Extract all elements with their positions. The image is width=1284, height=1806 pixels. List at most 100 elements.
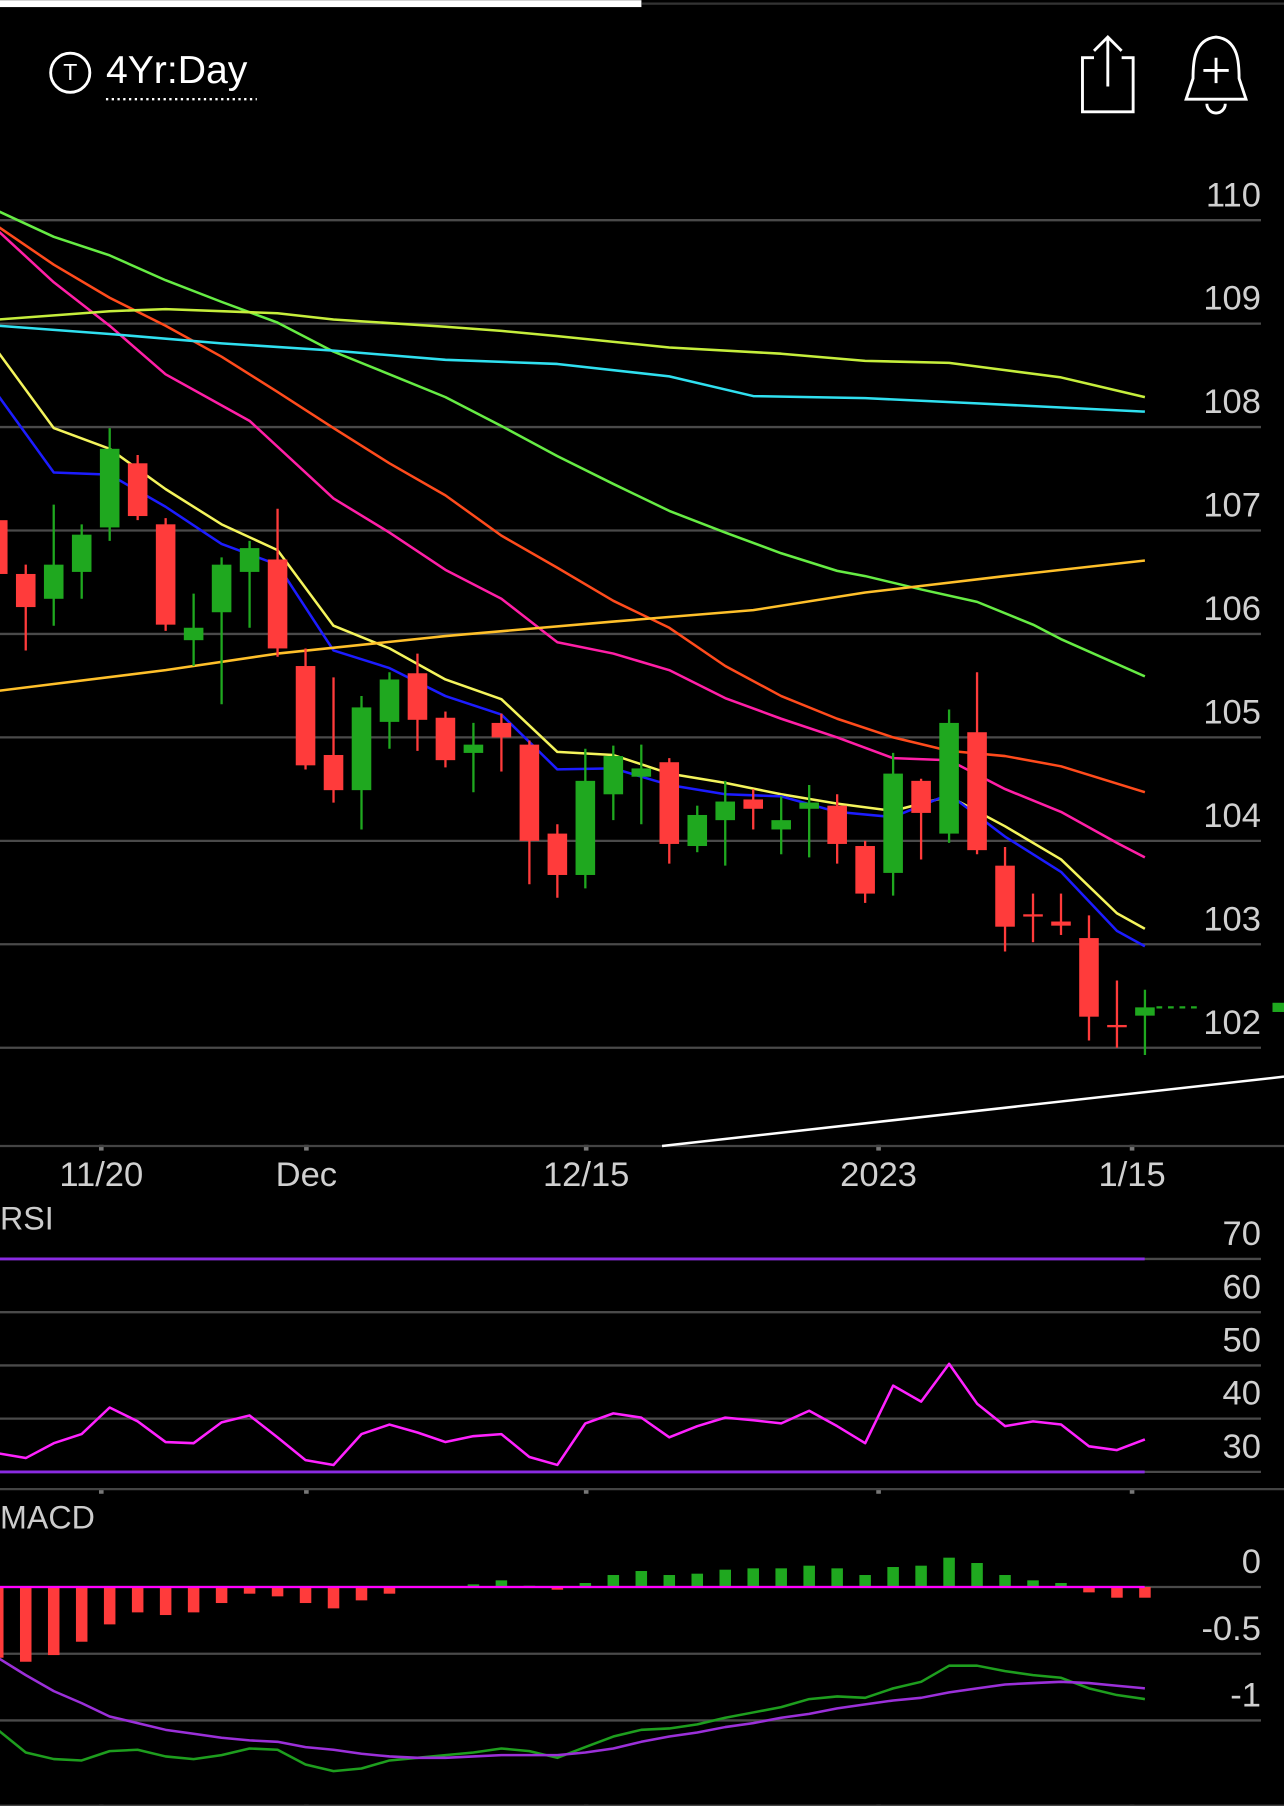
histogram-bar (915, 1565, 927, 1588)
histogram-bar (467, 1584, 480, 1588)
histogram-bar (19, 1587, 32, 1662)
y-tick-label: 103 (1203, 900, 1261, 938)
candle-body (547, 833, 568, 875)
candle-body (967, 732, 987, 851)
candle-body (1079, 938, 1099, 1017)
y-tick-label: -1 (1230, 1677, 1261, 1715)
candle-body (827, 805, 847, 844)
histogram-bar (383, 1587, 396, 1594)
y-tick-label: 104 (1203, 797, 1261, 835)
candle-body (155, 524, 176, 625)
histogram-bar (1055, 1583, 1067, 1588)
histogram-bar (859, 1575, 871, 1588)
candle-body (99, 448, 120, 528)
histogram-bar (1027, 1580, 1039, 1588)
candle-body (1135, 1007, 1155, 1016)
panel-title: MACD (0, 1500, 95, 1536)
moving-average (661, 1075, 1284, 1148)
share-arrow (1092, 34, 1123, 87)
histogram-bar (691, 1573, 704, 1588)
histogram-bar (803, 1565, 815, 1588)
histogram-bar (187, 1587, 200, 1613)
candle-body (211, 564, 232, 613)
candle-body (603, 756, 624, 795)
histogram-bar (495, 1580, 508, 1588)
x-tick-label: 12/15 (543, 1156, 629, 1194)
histogram-bar (775, 1568, 787, 1588)
y-tick-label: 0 (1242, 1543, 1261, 1581)
moving-average (0, 559, 1146, 692)
candle-body (0, 520, 8, 574)
candle-body (407, 673, 428, 720)
progress-track (641, 2, 1284, 5)
macd-line (0, 1664, 1146, 1773)
rsi-line (0, 1362, 1146, 1467)
histogram-bar (943, 1557, 955, 1588)
y-tick-label: 40 (1223, 1375, 1261, 1413)
candle-body (1051, 921, 1071, 926)
candle-body (883, 773, 903, 873)
y-tick-label: 30 (1223, 1428, 1261, 1466)
macd-line (0, 1657, 1146, 1760)
histogram-bar (355, 1587, 368, 1601)
x-tick-label: Dec (276, 1156, 337, 1194)
histogram-bar (1111, 1587, 1123, 1598)
candle-body (15, 573, 36, 608)
symbol-icon-letter: T (63, 59, 77, 85)
histogram-bar (663, 1575, 676, 1588)
timeframe-selector[interactable]: T 4Yr:Day (49, 49, 257, 101)
candle-body (855, 846, 875, 894)
candle-body (463, 744, 484, 753)
alert-button[interactable] (1184, 35, 1248, 115)
moving-average (0, 226, 1146, 794)
candle-body (379, 679, 400, 722)
histogram-bar (215, 1587, 228, 1604)
candle-body (351, 707, 372, 791)
histogram-bar (75, 1587, 88, 1642)
y-tick-label: 50 (1223, 1322, 1261, 1360)
y-tick-label: 107 (1203, 487, 1261, 525)
histogram-bar (271, 1587, 284, 1597)
histogram-bar (1139, 1587, 1151, 1598)
candle-body (435, 717, 456, 761)
candle-body (323, 754, 344, 791)
y-tick-label: 106 (1203, 590, 1261, 628)
candle-body (939, 722, 959, 834)
y-tick-label: 108 (1203, 383, 1261, 421)
candle-body (659, 762, 680, 844)
histogram-bar (159, 1587, 172, 1616)
candle-body (267, 559, 288, 649)
histogram-bar (551, 1587, 564, 1590)
histogram-bar (103, 1587, 116, 1625)
y-tick-label: -0.5 (1201, 1610, 1261, 1648)
candle-body (631, 768, 652, 777)
bell-plus (1203, 57, 1229, 84)
histogram-bar (971, 1563, 983, 1588)
candle-body (911, 780, 931, 813)
histogram-bar (47, 1587, 60, 1656)
histogram-bar (327, 1587, 340, 1609)
candle-body (71, 534, 92, 572)
histogram-bar (831, 1568, 843, 1588)
candle-body (799, 802, 819, 809)
candle-body (183, 627, 204, 641)
candle-body (127, 463, 148, 517)
timeframe-label: 4Yr:Day (106, 49, 248, 92)
candle-body (995, 865, 1015, 927)
y-tick-label: 70 (1223, 1215, 1261, 1253)
histogram-bar (299, 1587, 312, 1604)
histogram-bar (579, 1583, 592, 1588)
symbol-icon (49, 51, 92, 94)
histogram-bar (999, 1575, 1011, 1588)
candle-body (771, 820, 791, 830)
share-button[interactable] (1081, 34, 1135, 114)
bell-clapper (1205, 103, 1227, 115)
candle-body (43, 564, 64, 599)
histogram-bar (243, 1587, 256, 1594)
moving-average (0, 210, 1146, 678)
histogram-bar (747, 1568, 759, 1588)
candle-body (239, 548, 260, 572)
histogram-bar (887, 1567, 899, 1588)
